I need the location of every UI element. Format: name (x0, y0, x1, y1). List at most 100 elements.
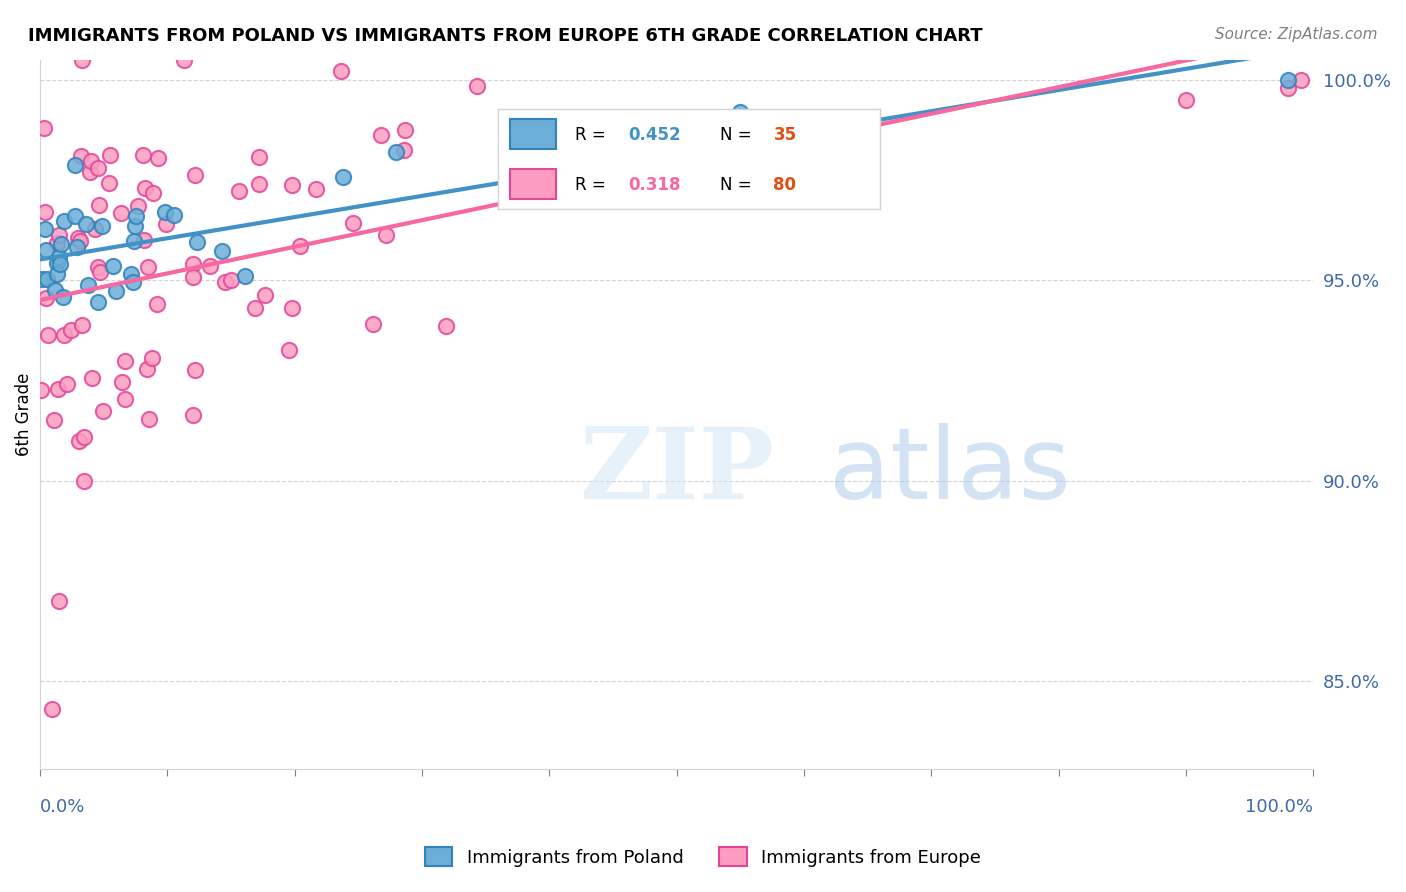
Immigrants from Europe (41, 702, 63, 716)
Immigrants from Europe (73, 474, 96, 488)
Immigrants from Europe (141, 351, 163, 366)
Immigrants from Europe (330, 64, 353, 78)
Immigrants from Poland (730, 104, 752, 119)
Immigrants from Poland (120, 267, 142, 281)
Immigrants from Europe (79, 165, 101, 179)
Immigrants from Europe (131, 148, 153, 162)
Immigrants from Europe (304, 182, 326, 196)
Immigrants from Europe (87, 260, 110, 275)
Legend: Immigrants from Poland, Immigrants from Europe: Immigrants from Poland, Immigrants from … (418, 840, 988, 874)
Text: 100.0%: 100.0% (1246, 798, 1313, 816)
Immigrants from Europe (56, 377, 79, 392)
Immigrants from Poland (53, 214, 76, 228)
Immigrants from Europe (69, 234, 91, 248)
Immigrants from Europe (132, 233, 155, 247)
Immigrants from Europe (48, 594, 70, 608)
Immigrants from Poland (63, 209, 86, 223)
Immigrants from Poland (385, 145, 408, 159)
Immigrants from Poland (155, 204, 177, 219)
Immigrants from Poland (49, 257, 72, 271)
Immigrants from Poland (49, 237, 72, 252)
Immigrants from Poland (52, 290, 75, 304)
Immigrants from Europe (146, 297, 169, 311)
Immigrants from Europe (138, 260, 160, 274)
Text: ZIP: ZIP (579, 423, 775, 520)
Immigrants from Poland (76, 277, 98, 292)
Immigrants from Europe (392, 143, 415, 157)
Immigrants from Europe (86, 161, 108, 176)
Immigrants from Poland (91, 219, 114, 233)
Text: IMMIGRANTS FROM POLAND VS IMMIGRANTS FROM EUROPE 6TH GRADE CORRELATION CHART: IMMIGRANTS FROM POLAND VS IMMIGRANTS FRO… (28, 27, 983, 45)
Immigrants from Europe (72, 318, 94, 333)
Immigrants from Europe (135, 361, 157, 376)
Immigrants from Europe (181, 257, 204, 271)
Immigrants from Poland (35, 243, 58, 257)
Immigrants from Poland (48, 250, 70, 264)
Immigrants from Europe (1289, 72, 1312, 87)
Immigrants from Europe (70, 53, 93, 67)
Immigrants from Poland (34, 222, 56, 236)
Immigrants from Europe (374, 228, 396, 243)
Immigrants from Europe (183, 270, 205, 285)
Immigrants from Poland (66, 240, 89, 254)
Immigrants from Europe (290, 239, 312, 253)
Immigrants from Europe (245, 301, 267, 316)
Immigrants from Europe (181, 408, 204, 422)
Immigrants from Europe (37, 328, 59, 343)
Immigrants from Europe (228, 185, 250, 199)
Immigrants from Europe (48, 227, 70, 242)
Immigrants from Europe (80, 154, 103, 169)
Immigrants from Europe (114, 353, 136, 368)
Immigrants from Europe (67, 231, 90, 245)
Y-axis label: 6th Grade: 6th Grade (15, 373, 32, 456)
Immigrants from Europe (247, 150, 270, 164)
Immigrants from Poland (163, 208, 186, 222)
Immigrants from Europe (1174, 93, 1197, 107)
Text: Source: ZipAtlas.com: Source: ZipAtlas.com (1215, 27, 1378, 42)
Immigrants from Europe (467, 78, 489, 93)
Immigrants from Poland (46, 268, 69, 282)
Immigrants from Europe (98, 148, 121, 162)
Immigrants from Poland (86, 294, 108, 309)
Immigrants from Europe (98, 176, 121, 190)
Immigrants from Europe (173, 53, 195, 67)
Immigrants from Europe (281, 178, 304, 193)
Immigrants from Poland (103, 259, 125, 273)
Immigrants from Europe (280, 301, 302, 315)
Immigrants from Europe (127, 199, 149, 213)
Immigrants from Europe (46, 382, 69, 396)
Text: 0.0%: 0.0% (39, 798, 86, 816)
Immigrants from Europe (52, 328, 75, 343)
Immigrants from Europe (155, 218, 177, 232)
Immigrants from Poland (233, 269, 256, 284)
Immigrants from Poland (122, 275, 145, 289)
Immigrants from Europe (89, 265, 111, 279)
Immigrants from Europe (342, 216, 364, 230)
Immigrants from Poland (44, 284, 66, 298)
Immigrants from Europe (370, 128, 392, 143)
Immigrants from Europe (363, 317, 385, 331)
Immigrants from Poland (63, 158, 86, 172)
Immigrants from Europe (32, 121, 55, 136)
Immigrants from Poland (332, 170, 354, 185)
Immigrants from Europe (110, 205, 132, 219)
Immigrants from Europe (200, 260, 222, 274)
Immigrants from Poland (75, 218, 97, 232)
Immigrants from Poland (31, 272, 53, 286)
Immigrants from Poland (1277, 72, 1299, 87)
Immigrants from Europe (1277, 80, 1299, 95)
Text: atlas: atlas (830, 423, 1071, 520)
Immigrants from Europe (70, 149, 93, 163)
Immigrants from Poland (125, 210, 148, 224)
Immigrants from Poland (186, 235, 208, 249)
Immigrants from Europe (277, 343, 299, 357)
Immigrants from Europe (73, 430, 96, 444)
Immigrants from Poland (35, 272, 58, 286)
Immigrants from Europe (148, 152, 170, 166)
Immigrants from Europe (214, 275, 236, 289)
Immigrants from Europe (114, 392, 136, 406)
Immigrants from Europe (184, 169, 207, 183)
Immigrants from Poland (122, 234, 145, 248)
Immigrants from Europe (134, 180, 156, 194)
Immigrants from Europe (83, 222, 105, 236)
